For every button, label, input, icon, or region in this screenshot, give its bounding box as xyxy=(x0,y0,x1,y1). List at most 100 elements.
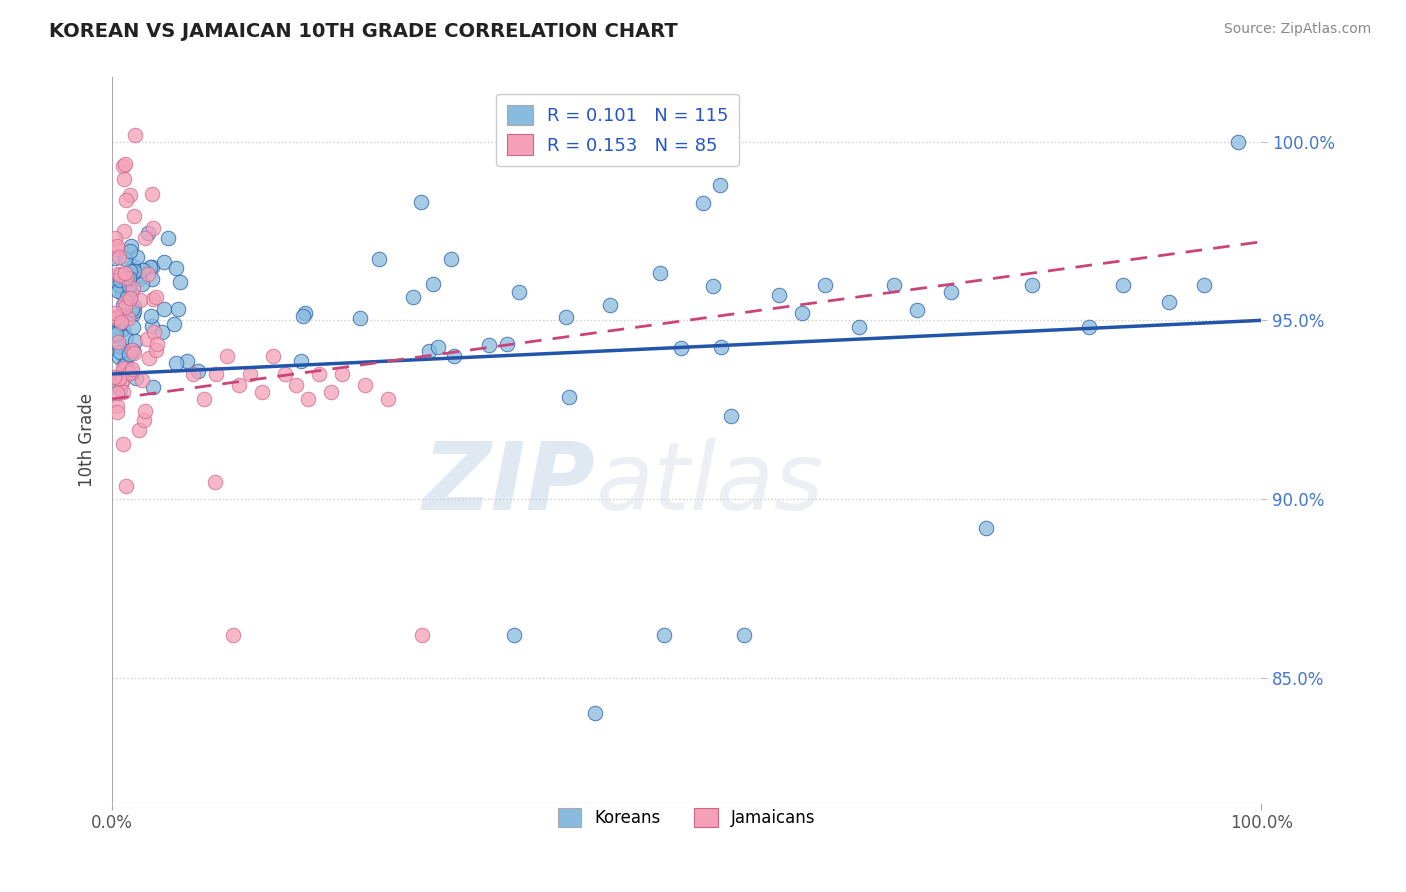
Point xyxy=(508,285,530,300)
Point xyxy=(222,628,245,642)
Point xyxy=(120,291,142,305)
Point xyxy=(118,367,141,381)
Point xyxy=(141,271,163,285)
Point xyxy=(105,242,128,256)
Point xyxy=(118,285,141,300)
Point xyxy=(114,266,136,280)
Point xyxy=(124,264,146,278)
Legend: Koreans, Jamaicans: Koreans, Jamaicans xyxy=(551,802,823,834)
Point xyxy=(583,706,606,721)
Point xyxy=(108,382,131,396)
Point xyxy=(1078,320,1101,334)
Point xyxy=(131,373,153,387)
Point xyxy=(354,377,377,392)
Point xyxy=(107,268,129,282)
Point xyxy=(176,354,198,368)
Point xyxy=(132,262,155,277)
Point xyxy=(118,244,141,259)
Point xyxy=(124,334,146,348)
Point xyxy=(125,371,148,385)
Point xyxy=(250,384,273,399)
Point xyxy=(145,343,167,358)
Point xyxy=(974,520,997,534)
Point xyxy=(108,339,131,353)
Point xyxy=(426,340,449,354)
Point xyxy=(108,251,131,265)
Point xyxy=(111,376,134,390)
Point xyxy=(110,376,132,390)
Point xyxy=(132,413,155,427)
Point xyxy=(104,310,127,325)
Point xyxy=(138,267,160,281)
Point xyxy=(710,340,733,354)
Point xyxy=(121,365,143,379)
Point xyxy=(112,224,135,238)
Point xyxy=(121,307,143,321)
Point xyxy=(883,277,905,292)
Point xyxy=(790,306,813,320)
Point xyxy=(122,346,145,360)
Point xyxy=(115,330,138,344)
Point xyxy=(141,319,163,334)
Point xyxy=(122,303,145,318)
Point xyxy=(319,384,342,399)
Point xyxy=(115,357,138,371)
Point xyxy=(142,221,165,235)
Point xyxy=(129,293,152,307)
Point xyxy=(111,286,134,301)
Point xyxy=(117,290,139,304)
Point xyxy=(105,385,128,400)
Point xyxy=(112,437,135,451)
Point xyxy=(290,354,312,368)
Point xyxy=(165,260,187,275)
Point xyxy=(262,349,284,363)
Point xyxy=(150,325,173,339)
Point xyxy=(217,349,239,363)
Point xyxy=(134,231,156,245)
Point xyxy=(692,196,714,211)
Point xyxy=(905,302,928,317)
Point xyxy=(146,336,169,351)
Point xyxy=(239,367,262,381)
Point xyxy=(104,251,127,265)
Point xyxy=(117,347,139,361)
Point xyxy=(402,290,425,304)
Point xyxy=(118,279,141,293)
Point xyxy=(136,226,159,240)
Point xyxy=(554,310,576,324)
Point xyxy=(503,628,526,642)
Point xyxy=(105,239,128,253)
Point xyxy=(131,277,153,291)
Point xyxy=(440,252,463,266)
Point xyxy=(114,479,136,493)
Point xyxy=(125,270,148,285)
Point xyxy=(107,350,129,364)
Point xyxy=(768,288,790,302)
Point xyxy=(114,157,136,171)
Point xyxy=(121,362,143,376)
Point xyxy=(294,306,316,320)
Point xyxy=(142,380,165,394)
Point xyxy=(143,325,166,339)
Point xyxy=(112,363,135,377)
Point xyxy=(409,194,432,209)
Point xyxy=(117,310,139,325)
Point xyxy=(104,306,127,320)
Point xyxy=(115,271,138,285)
Point xyxy=(308,367,330,381)
Point xyxy=(121,301,143,316)
Point xyxy=(110,316,132,330)
Point xyxy=(1159,295,1181,310)
Point xyxy=(114,300,136,314)
Point xyxy=(121,320,143,334)
Point xyxy=(120,286,142,301)
Y-axis label: 10th Grade: 10th Grade xyxy=(79,393,96,487)
Point xyxy=(377,392,399,406)
Point xyxy=(114,295,136,310)
Point xyxy=(368,252,391,267)
Point xyxy=(122,259,145,273)
Point xyxy=(124,272,146,286)
Point xyxy=(671,341,693,355)
Point xyxy=(107,285,129,299)
Point xyxy=(118,264,141,278)
